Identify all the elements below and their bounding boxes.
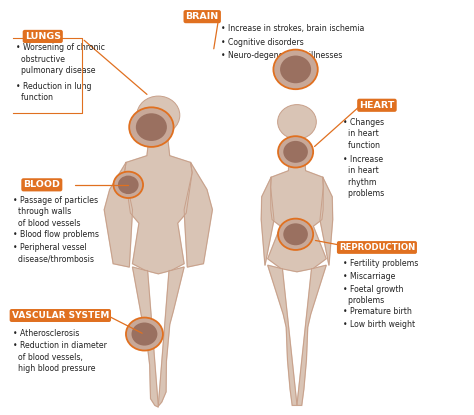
Text: • Cognitive disorders: • Cognitive disorders [221, 38, 303, 46]
Circle shape [118, 176, 138, 194]
Text: • Reduction in diameter
  of blood vessels,
  high blood pressure: • Reduction in diameter of blood vessels… [13, 342, 107, 374]
Circle shape [283, 141, 308, 163]
Polygon shape [133, 267, 158, 407]
Circle shape [283, 223, 308, 245]
Text: LUNGS: LUNGS [25, 32, 61, 41]
Text: • Blood flow problems: • Blood flow problems [13, 230, 99, 239]
Text: • Peripheral vessel
  disease/thrombosis: • Peripheral vessel disease/thrombosis [13, 243, 94, 264]
Polygon shape [268, 154, 326, 272]
Text: • Fertility problems: • Fertility problems [343, 259, 419, 268]
Text: VASCULAR SYSTEM: VASCULAR SYSTEM [12, 311, 109, 320]
Circle shape [129, 107, 173, 147]
Circle shape [278, 105, 316, 139]
Circle shape [137, 96, 180, 134]
Polygon shape [125, 139, 192, 274]
Text: • Reduction in lung
  function: • Reduction in lung function [17, 82, 92, 102]
Polygon shape [261, 177, 274, 265]
Circle shape [273, 50, 318, 89]
Circle shape [126, 317, 163, 351]
Circle shape [136, 113, 167, 141]
Text: • Foetal growth
  problems: • Foetal growth problems [343, 285, 404, 305]
Circle shape [278, 136, 313, 168]
Text: • Passage of particles
  through walls
  of blood vessels: • Passage of particles through walls of … [13, 196, 98, 228]
Circle shape [280, 56, 311, 83]
Polygon shape [184, 162, 212, 267]
Text: • Low birth weight: • Low birth weight [343, 320, 415, 330]
Circle shape [278, 219, 313, 250]
Polygon shape [268, 265, 297, 405]
Polygon shape [320, 177, 333, 265]
Text: • Changes
  in heart
  function: • Changes in heart function [343, 117, 384, 149]
Text: • Atherosclerosis: • Atherosclerosis [13, 329, 79, 338]
Text: • Increase in strokes, brain ischemia: • Increase in strokes, brain ischemia [221, 24, 364, 33]
Text: BRAIN: BRAIN [186, 12, 219, 21]
Text: • Neuro-degenerative illnesses: • Neuro-degenerative illnesses [221, 51, 342, 60]
Text: • Miscarriage: • Miscarriage [343, 272, 396, 281]
Text: BLOOD: BLOOD [23, 181, 60, 189]
Text: • Increase
  in heart
  rhythm
  problems: • Increase in heart rhythm problems [343, 155, 384, 198]
Text: • Premature birth: • Premature birth [343, 307, 412, 316]
Polygon shape [158, 267, 184, 406]
Polygon shape [104, 162, 133, 267]
Text: HEART: HEART [359, 101, 395, 110]
Text: REPRODUCTION: REPRODUCTION [339, 243, 415, 252]
Text: • Worsening of chronic
  obstructive
  pulmonary disease: • Worsening of chronic obstructive pulmo… [17, 44, 105, 76]
Polygon shape [297, 265, 326, 405]
Circle shape [131, 322, 157, 346]
Circle shape [113, 172, 143, 198]
